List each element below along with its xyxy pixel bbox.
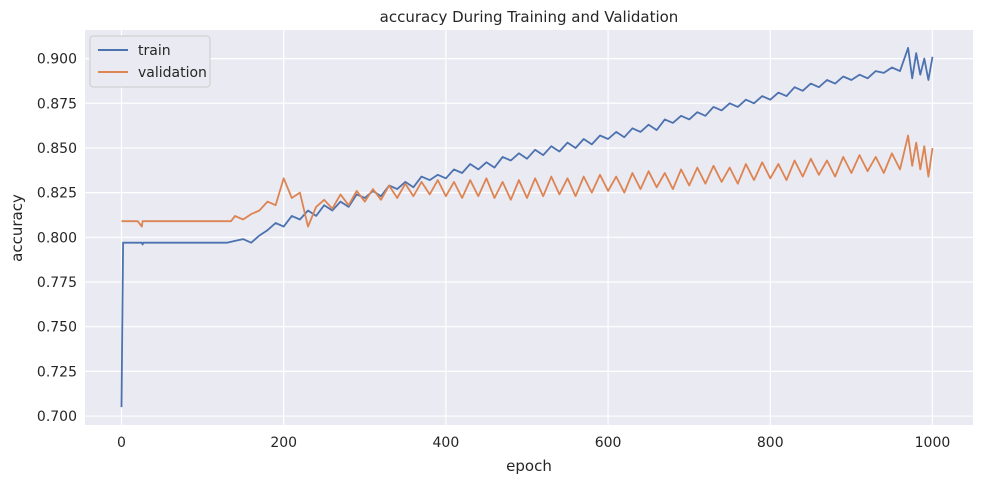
legend: train validation — [89, 35, 211, 88]
x-tick-label: 600 — [595, 435, 622, 451]
x-tick-label: 0 — [117, 435, 126, 451]
x-tick-label: 400 — [433, 435, 460, 451]
y-tick-label: 0.700 — [37, 409, 77, 425]
x-axis-label: epoch — [506, 457, 552, 475]
series-line-train — [120, 47, 934, 408]
y-axis-ticks: 0.700 0.725 0.750 0.775 0.800 0.825 0.850 0.875… — [37, 52, 77, 425]
legend-label-train: train — [138, 43, 171, 59]
y-tick-label: 0.875 — [37, 96, 77, 112]
y-tick-label: 0.900 — [37, 52, 77, 68]
chart-title: accuracy During Training and Validation — [380, 8, 679, 26]
y-axis-label: accuracy — [8, 194, 26, 262]
x-axis-ticks: 0 200 400 600 800 1000 — [117, 435, 950, 451]
x-tick-label: 200 — [270, 435, 297, 451]
y-tick-label: 0.850 — [37, 141, 77, 157]
y-tick-label: 0.725 — [37, 364, 77, 380]
x-tick-label: 1000 — [915, 435, 951, 451]
plot-area — [85, 30, 973, 425]
y-tick-label: 0.825 — [37, 186, 77, 202]
series-layer — [120, 47, 934, 408]
y-tick-label: 0.775 — [37, 275, 77, 291]
grid-lines — [85, 30, 973, 425]
y-tick-label: 0.750 — [37, 320, 77, 336]
legend-label-validation: validation — [138, 65, 207, 81]
x-tick-label: 800 — [757, 435, 784, 451]
series-line-validation — [121, 134, 934, 228]
legend-box — [89, 35, 211, 88]
y-tick-label: 0.800 — [37, 230, 77, 246]
